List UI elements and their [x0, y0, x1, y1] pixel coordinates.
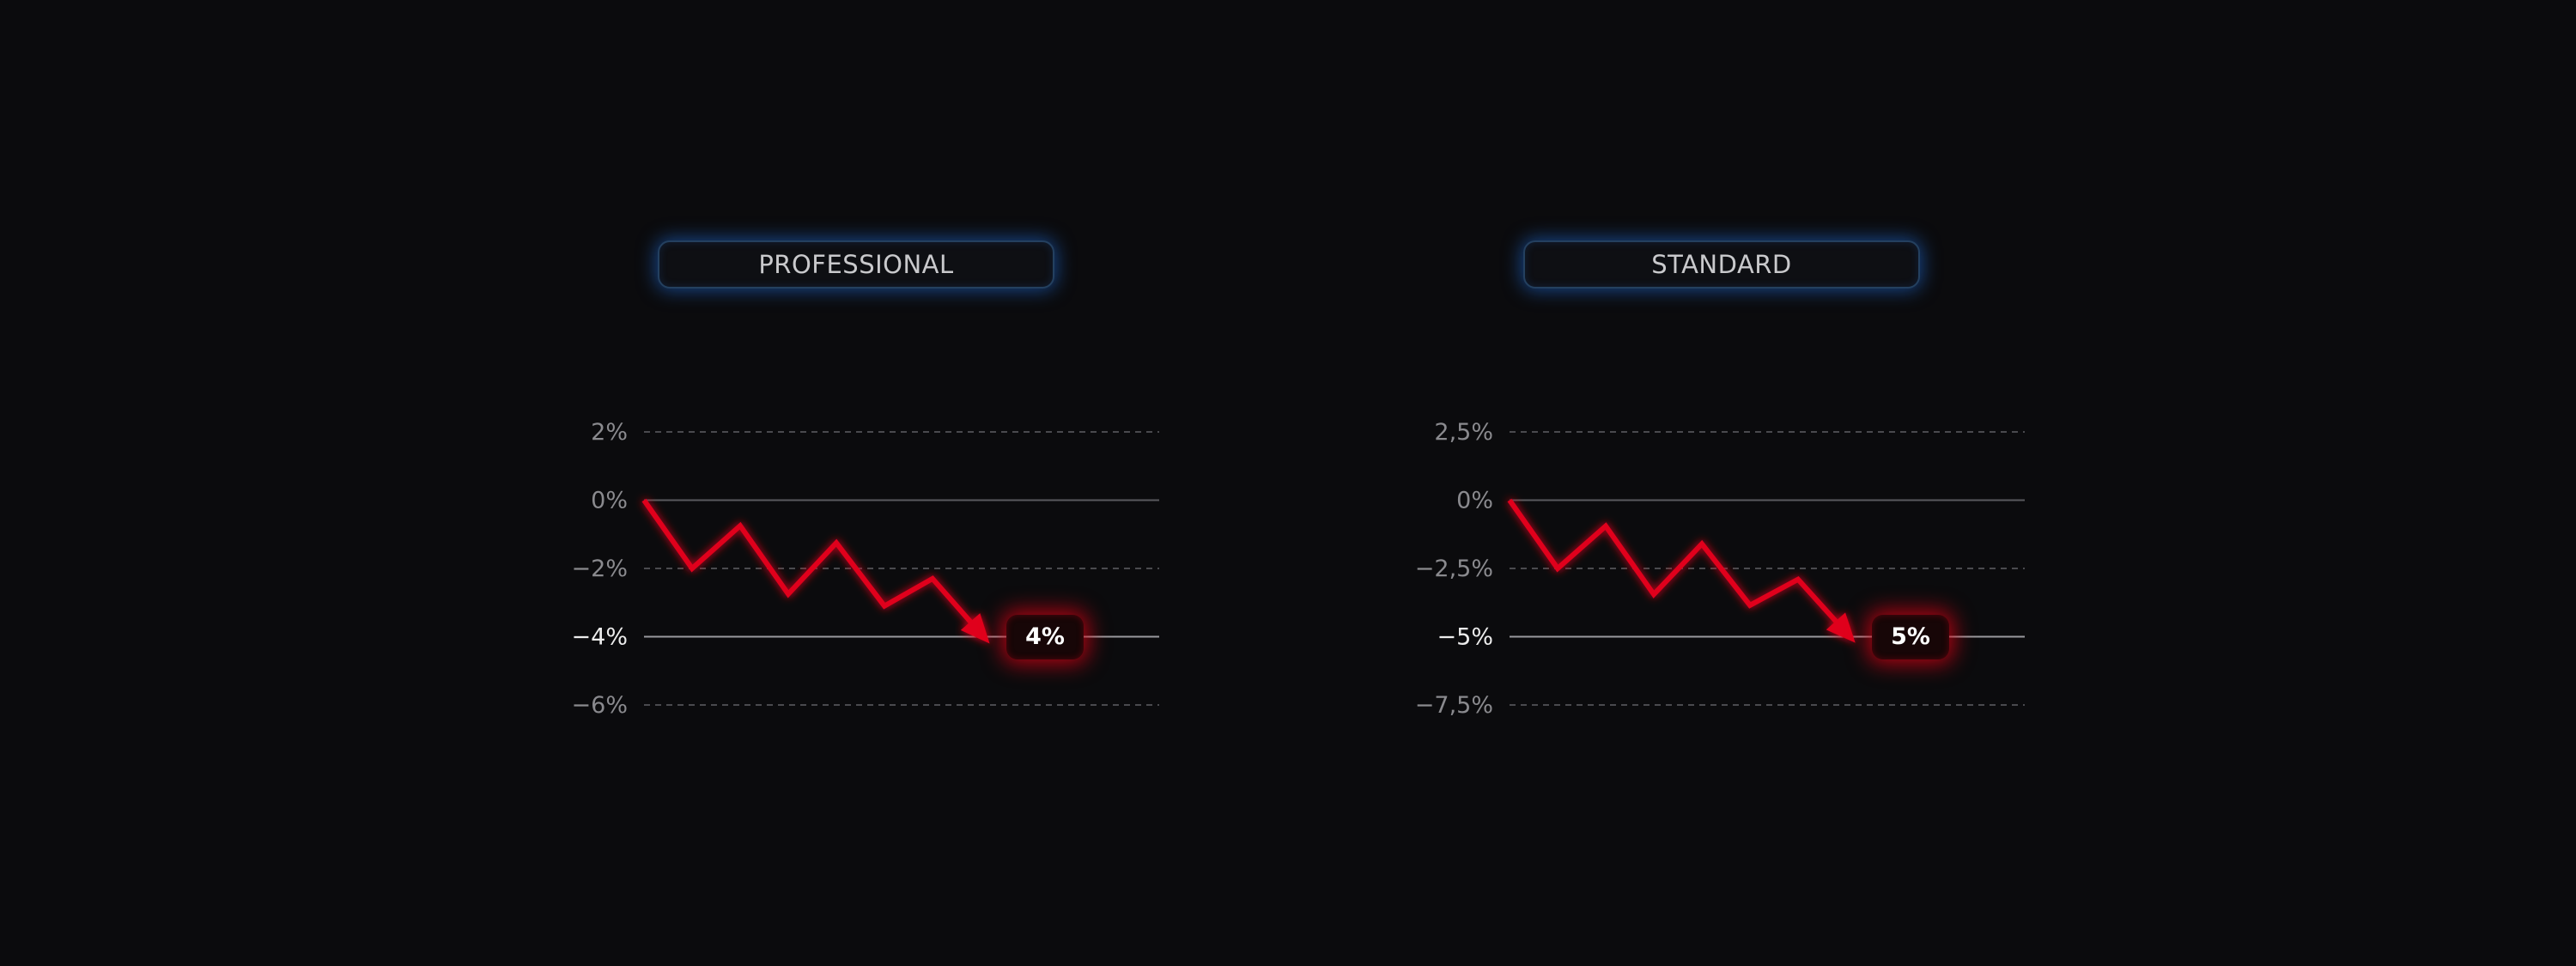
- y-tick-label: 0%: [591, 488, 628, 514]
- y-tick-label: −7,5%: [1415, 692, 1493, 719]
- plan-badge-standard[interactable]: STANDARD: [1523, 240, 1920, 289]
- drawdown-chart-professional: 2% 0% −2% −4% −6%: [572, 419, 1159, 719]
- series-line: [641, 498, 983, 635]
- drawdown-chart-standard: 2,5% 0% −2,5% −5% −7,5%: [1415, 419, 2025, 719]
- y-tick-label: 2,5%: [1434, 419, 1493, 446]
- y-tick-label: −2,5%: [1415, 556, 1493, 582]
- y-tick-label: 0%: [1456, 488, 1493, 514]
- result-callout-professional: 4%: [1006, 614, 1084, 659]
- professional-panel: PROFESSIONAL 2% 0% −2% −4% −6% 4%: [429, 0, 1288, 966]
- plan-badge-professional[interactable]: PROFESSIONAL: [658, 240, 1054, 289]
- y-tick-label: −5%: [1437, 624, 1493, 651]
- arrowhead: [960, 613, 990, 644]
- y-tick-label: 2%: [591, 419, 628, 446]
- result-callout-standard: 5%: [1872, 614, 1949, 659]
- arrowhead: [1826, 612, 1856, 643]
- y-tick-label: −6%: [572, 692, 628, 719]
- standard-panel: STANDARD 2,5% 0% −2,5% −5% −7,5% 5%: [1295, 0, 2154, 966]
- y-tick-label: −4%: [572, 624, 628, 651]
- y-tick-label: −2%: [572, 556, 628, 582]
- series-line: [1507, 498, 1849, 635]
